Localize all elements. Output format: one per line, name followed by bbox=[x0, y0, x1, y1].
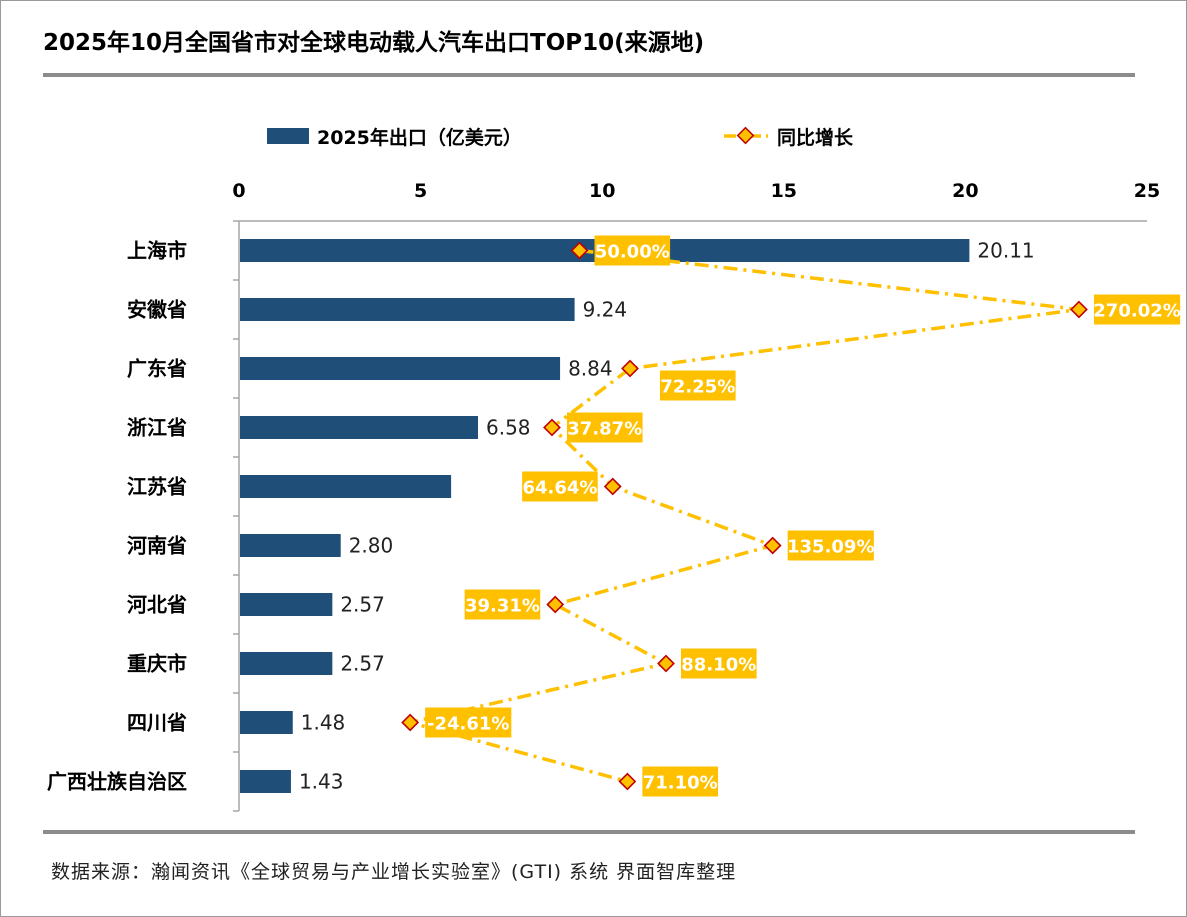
category-label: 重庆市 bbox=[127, 652, 187, 676]
bar bbox=[240, 652, 333, 675]
category-label: 安徽省 bbox=[127, 298, 187, 322]
category-label: 河南省 bbox=[127, 534, 187, 558]
x-tick-label: 5 bbox=[414, 180, 427, 202]
growth-label-box bbox=[464, 589, 541, 620]
bar-value-label: 8.84 bbox=[568, 357, 613, 381]
bar-value-label: 9.24 bbox=[583, 298, 628, 322]
axis: 0 5 10 15 20 25 上海市安徽省广东省浙江省江苏省河南省河北省重庆市四川省广西壮… bbox=[47, 180, 1160, 812]
growth-line: 50.00% 270.02% 72.25% 37.87% 64.64% 135.09% 39… bbox=[401, 235, 1181, 797]
growth-label: 37.87% bbox=[567, 419, 642, 440]
bar bbox=[240, 534, 341, 557]
growth-label: 50.00% bbox=[595, 242, 670, 263]
growth-label: 72.25% bbox=[660, 377, 735, 398]
growth-marker bbox=[570, 241, 589, 260]
bar-value-label: 20.11 bbox=[977, 239, 1034, 263]
x-tick-label: 20 bbox=[952, 180, 978, 202]
bars: 20.11 9.24 8.84 6.58 2.80 2.57 2.57 1.48 1.43 bbox=[240, 239, 1035, 794]
category-label: 江苏省 bbox=[127, 475, 187, 499]
growth-label-box bbox=[642, 766, 718, 797]
growth-marker bbox=[546, 595, 565, 614]
legend: 2025年出口（亿美元） 同比增长 bbox=[267, 126, 854, 149]
title-divider bbox=[43, 73, 1135, 77]
bar bbox=[240, 416, 478, 439]
growth-marker bbox=[621, 359, 639, 378]
growth-label: 135.09% bbox=[787, 537, 875, 558]
growth-label-box bbox=[425, 707, 512, 738]
footer-divider bbox=[43, 830, 1135, 834]
x-tick-label: 0 bbox=[232, 180, 245, 202]
growth-label-box bbox=[660, 370, 736, 401]
growth-label-box bbox=[1093, 294, 1181, 325]
legend-marker-growth bbox=[736, 126, 755, 145]
category-label: 上海市 bbox=[127, 239, 187, 263]
bar bbox=[240, 357, 561, 380]
growth-marker bbox=[763, 536, 782, 555]
growth-marker bbox=[618, 772, 637, 791]
growth-label-box bbox=[787, 530, 874, 561]
growth-label-box bbox=[594, 235, 671, 266]
growth-marker bbox=[543, 418, 561, 437]
category-label: 广西壮族自治区 bbox=[47, 770, 187, 794]
chart-title: 2025年10月全国省市对全球电动载人汽车出口TOP10(来源地) bbox=[43, 30, 705, 56]
bar bbox=[240, 475, 452, 498]
growth-marker bbox=[401, 713, 420, 732]
growth-label-box bbox=[566, 412, 643, 443]
bar bbox=[240, 593, 333, 616]
legend-label-bar: 2025年出口（亿美元） bbox=[317, 126, 522, 149]
bar bbox=[240, 298, 575, 321]
bar-value-label: 2.80 bbox=[349, 534, 394, 558]
bar-value-label: 2.57 bbox=[340, 652, 385, 676]
growth-label: 39.31% bbox=[465, 596, 540, 617]
bar bbox=[240, 770, 291, 793]
category-label: 四川省 bbox=[127, 711, 187, 735]
growth-marker bbox=[603, 477, 622, 496]
bar-value-label: 2.57 bbox=[340, 593, 385, 617]
growth-marker bbox=[1070, 300, 1088, 319]
growth-polyline bbox=[409, 248, 1080, 784]
growth-label: 270.02% bbox=[1093, 301, 1181, 322]
x-tick-label: 15 bbox=[771, 180, 797, 202]
chart-svg: 2025年出口（亿美元） 同比增长 0 5 10 15 20 25 上海市安徽省广东省浙江省江… bbox=[47, 126, 1181, 812]
bar bbox=[240, 711, 293, 734]
legend-swatch-bar bbox=[267, 128, 309, 144]
category-label: 广东省 bbox=[127, 357, 187, 381]
category-label: 浙江省 bbox=[127, 416, 187, 440]
growth-label-box bbox=[680, 648, 757, 679]
growth-marker bbox=[657, 654, 675, 673]
x-tick-label: 10 bbox=[589, 180, 615, 202]
growth-label: 71.10% bbox=[643, 773, 718, 794]
source-note: 数据来源：瀚闻资讯《全球贸易与产业增长实验室》(GTI) 系统 界面智库整理 bbox=[51, 861, 737, 883]
growth-label: 88.10% bbox=[681, 655, 756, 676]
bar-value-label: 1.43 bbox=[299, 770, 344, 794]
growth-label-box bbox=[522, 471, 598, 502]
bar-value-label: 1.48 bbox=[301, 711, 346, 735]
category-label: 河北省 bbox=[127, 593, 187, 617]
growth-label: 64.64% bbox=[522, 478, 597, 499]
bar-value-label: 6.58 bbox=[486, 416, 531, 440]
growth-label: -24.61% bbox=[427, 714, 509, 735]
legend-label-growth: 同比增长 bbox=[777, 126, 854, 149]
x-tick-label: 25 bbox=[1134, 180, 1160, 202]
